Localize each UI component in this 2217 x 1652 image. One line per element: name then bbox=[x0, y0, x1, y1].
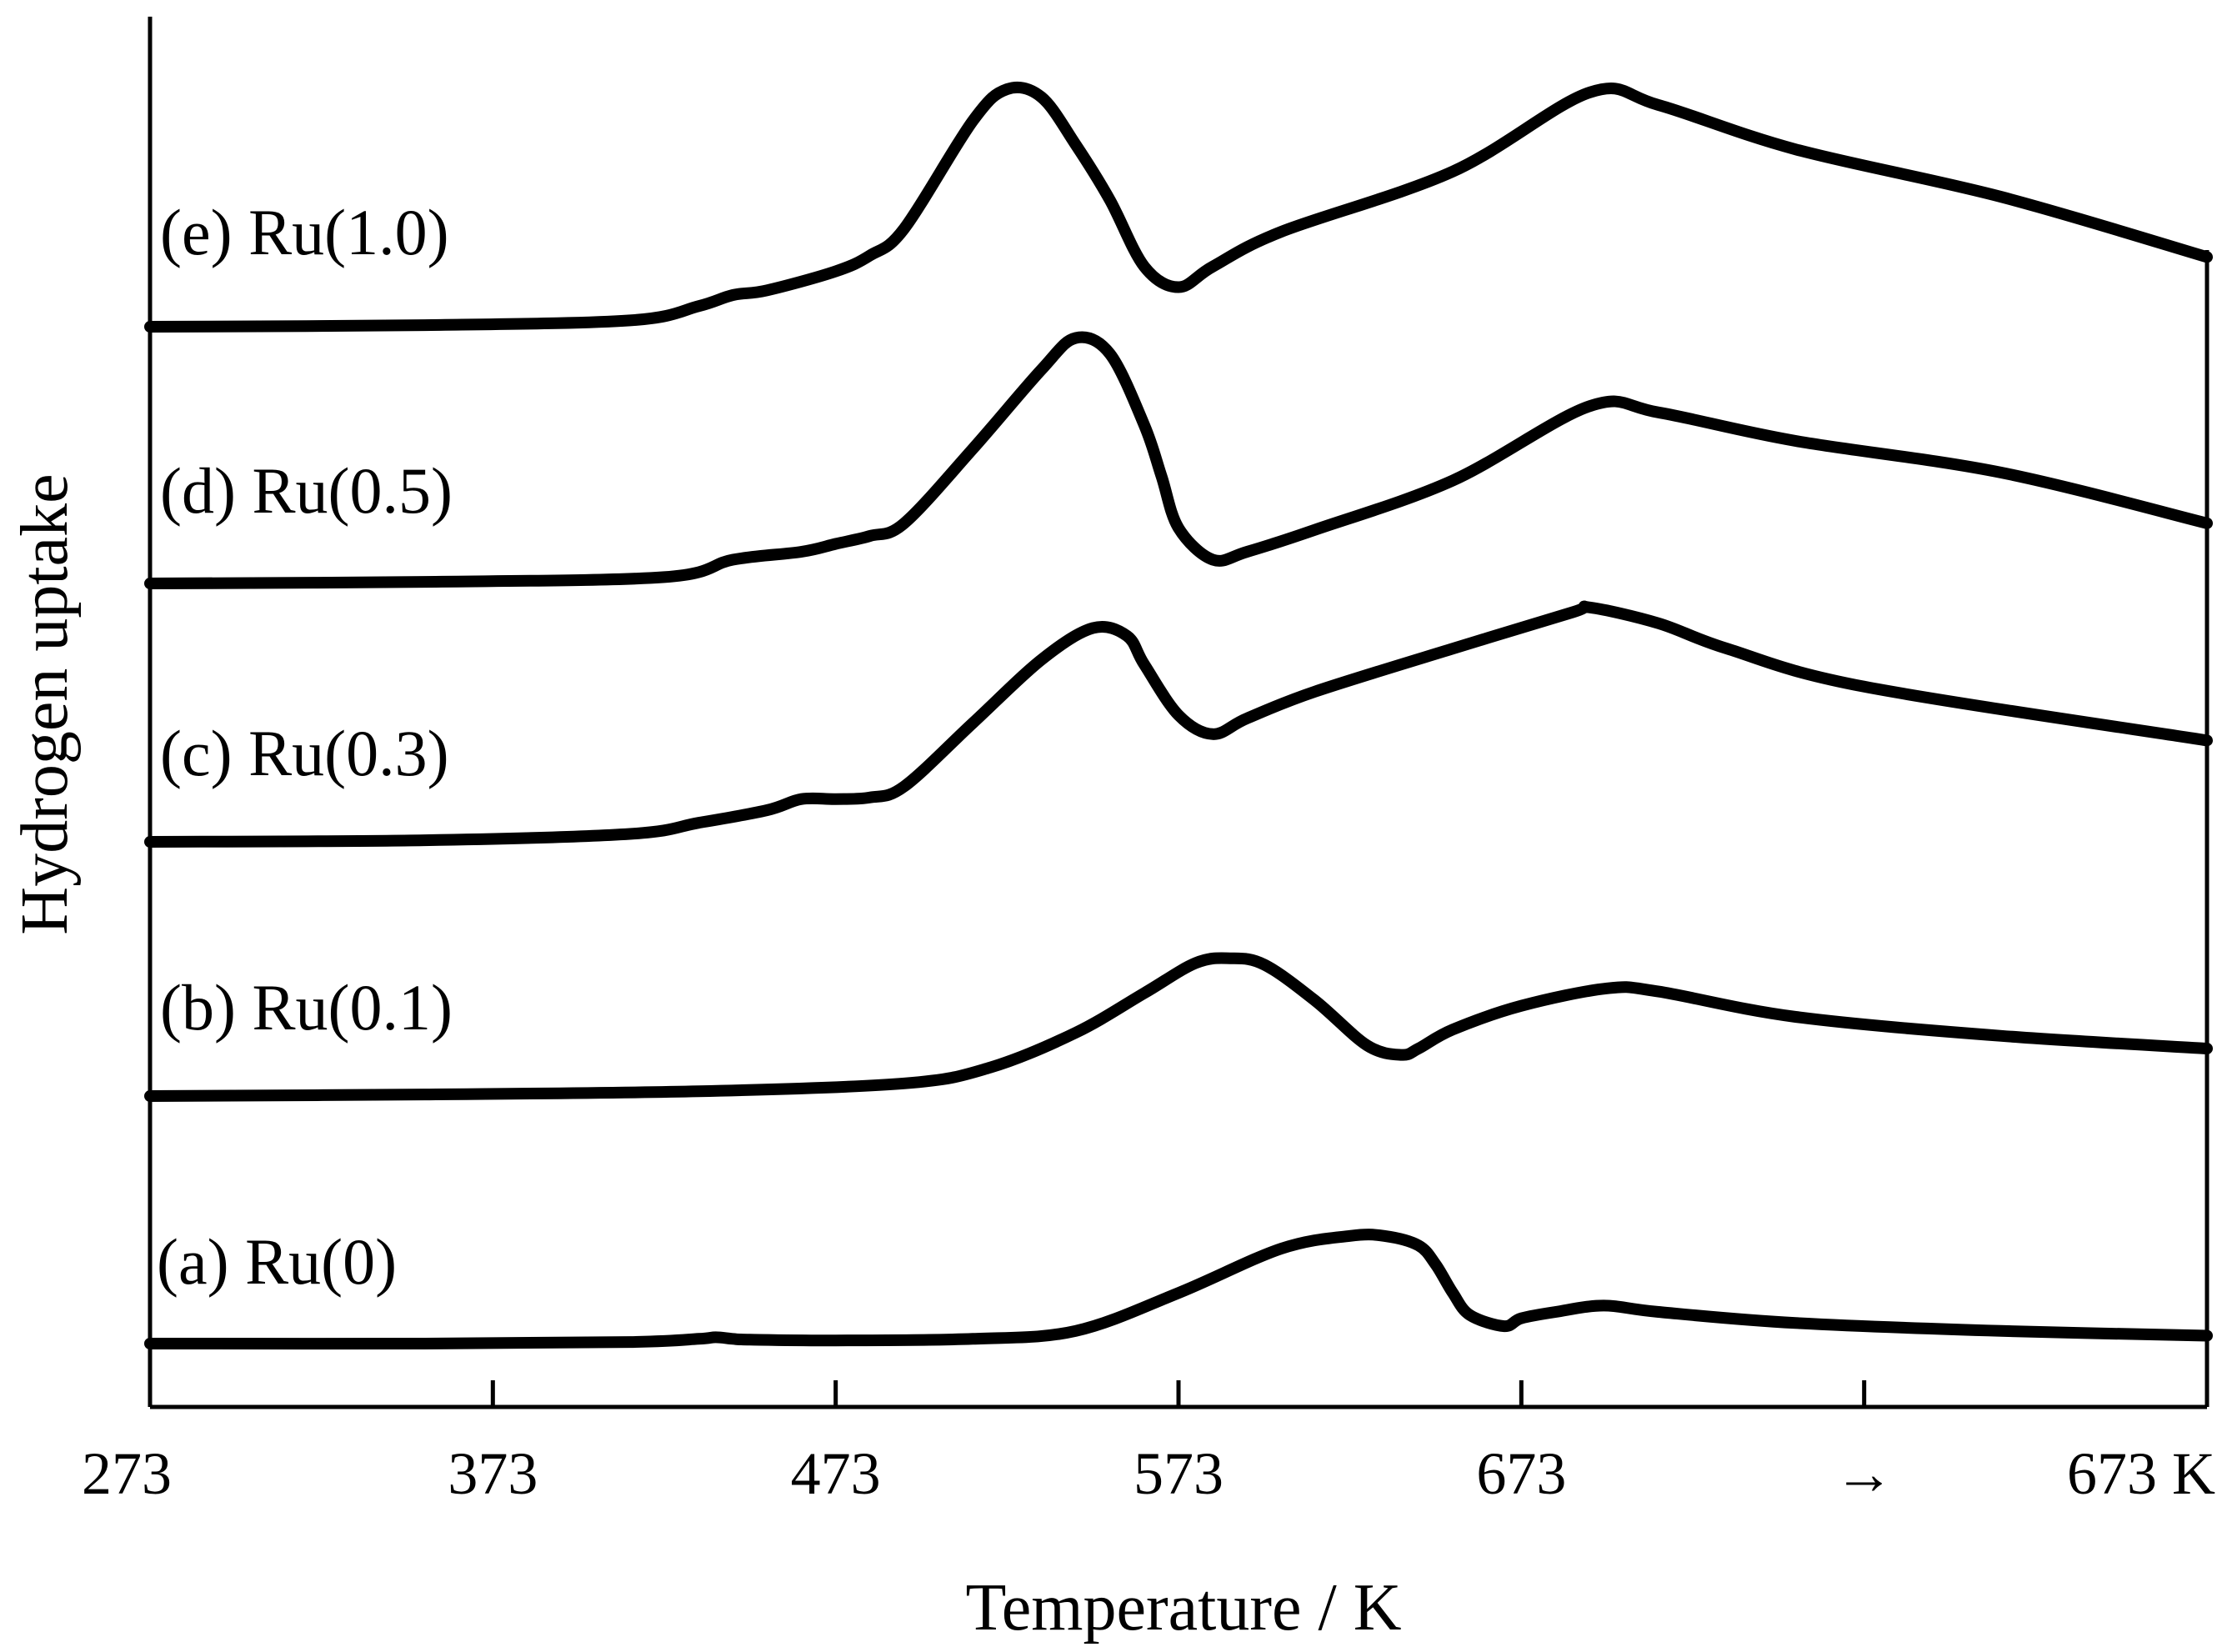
x-tick-label: 273 bbox=[82, 1440, 172, 1507]
series-labels: (a) Ru(0) (b) Ru(0.1) (c) Ru(0.3) (d) Ru(0.… bbox=[157, 196, 453, 1298]
x-tick-label: 673 bbox=[1476, 1440, 1566, 1507]
series-line-c bbox=[144, 600, 2213, 848]
series-line-a bbox=[144, 1229, 2213, 1350]
x-tick-label: 373 bbox=[448, 1440, 538, 1507]
series-line-d bbox=[144, 331, 2213, 589]
x-tick-label: 673 K bbox=[2067, 1440, 2215, 1507]
x-axis-title: Temperature / K bbox=[965, 1571, 1401, 1644]
series-label-c: (c) Ru(0.3) bbox=[160, 717, 449, 789]
series-line-e bbox=[144, 81, 2213, 333]
series-layer bbox=[144, 81, 2213, 1350]
series-label-a: (a) Ru(0) bbox=[157, 1225, 397, 1298]
x-tick-label: 573 bbox=[1134, 1440, 1224, 1507]
x-tick-label: → bbox=[1834, 1440, 1894, 1507]
series-label-b: (b) Ru(0.1) bbox=[160, 971, 453, 1044]
x-axis-ticks: 273 373 473 573 673 → 673 K bbox=[82, 1380, 2215, 1507]
x-tick-label: 473 bbox=[791, 1440, 881, 1507]
series-label-e: (e) Ru(1.0) bbox=[160, 196, 449, 268]
y-axis-title: Hydrogen uptake bbox=[8, 473, 82, 934]
series-line-b bbox=[144, 952, 2213, 1102]
series-label-d: (d) Ru(0.5) bbox=[160, 454, 453, 527]
